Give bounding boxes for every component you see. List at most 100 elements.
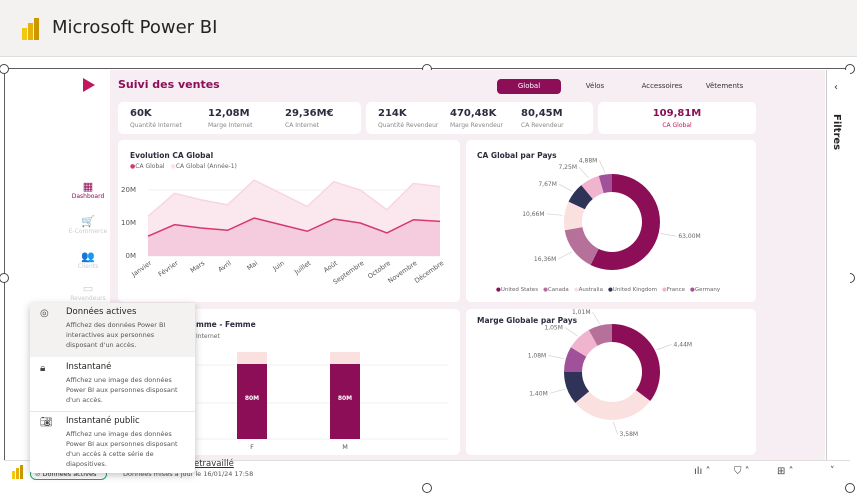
series-line (147, 217, 441, 237)
data-label: 16,36M (534, 256, 556, 263)
x-tick-label: Décembre (413, 259, 445, 285)
resize-handle[interactable] (422, 483, 432, 493)
chart-title: Evolution CA Global (130, 151, 214, 160)
x-tick-label: Juillet (292, 259, 313, 277)
report-link[interactable]: etravaillé (194, 459, 234, 469)
kpi-label: Marge Revendeur (450, 122, 504, 129)
donut-slice (598, 174, 612, 194)
menu-item-public-snapshot[interactable]: 📷︎ Instantané public Affichez une image … (30, 411, 195, 473)
kpi-label: CA Internet (285, 122, 320, 129)
tab-velos[interactable]: Vélos (585, 82, 605, 90)
leader-line (548, 355, 564, 359)
leader-line (599, 160, 606, 173)
leader-line (558, 251, 573, 260)
data-label: 4,88M (579, 158, 598, 165)
legend-item: ●CA Global (Année-1) (170, 163, 237, 170)
resize-handle[interactable] (845, 483, 855, 493)
series-line (147, 179, 441, 217)
nav-ecommerce[interactable]: 🛒 E-Commerce (66, 215, 110, 235)
donut-slice (568, 185, 593, 210)
kpi-global-card: 109,81M CA Global (598, 102, 756, 134)
chevron-left-icon[interactable]: ‹ (834, 82, 838, 93)
resize-handle[interactable] (0, 64, 9, 74)
filters-pane[interactable]: ‹ Filtres (826, 70, 850, 460)
data-label: 3,58M (620, 431, 639, 438)
add-visual-icon[interactable]: ⊞ ˄ (777, 466, 794, 477)
lock-icon: 🔒︎ (40, 363, 46, 374)
donut-slice (590, 174, 660, 270)
nav-dashboard[interactable]: ▦ Dashboard (66, 180, 110, 200)
bar-segment (237, 352, 267, 365)
y-tick-label: 20M (121, 186, 136, 194)
donut-slice (570, 329, 598, 357)
data-label: 10,66M (522, 211, 544, 218)
kpi-value: 12,08M (208, 108, 250, 119)
tab-vetements[interactable]: Vêtements (705, 82, 744, 90)
nav-revendeurs[interactable]: ▭ Revendeurs (66, 282, 110, 302)
leader-line (578, 166, 589, 179)
evolution-chart-card: Evolution CA Global ●CA Global ●CA Globa… (118, 140, 460, 302)
chart-icon[interactable]: ılı ˄ (694, 466, 711, 477)
data-label: 7,67M (538, 181, 557, 188)
data-label: 63,00M (678, 233, 700, 240)
donut-slice (612, 324, 660, 402)
x-tick-label: M (342, 443, 348, 451)
users-icon: 👥 (81, 250, 95, 263)
kpi-label: Marge Internet (208, 122, 253, 129)
chart-legend: ●United States ●Canada ●Australia ●United K… (496, 287, 720, 293)
x-tick-label: F (250, 443, 254, 451)
donut-slice (564, 372, 590, 403)
bar (237, 364, 267, 439)
x-tick-label: Mars (189, 259, 207, 275)
leader-line (558, 183, 573, 192)
chart-title: Marge Globale par Pays (477, 316, 578, 325)
leader-line (612, 421, 618, 435)
check-circle-icon: ◎ (40, 308, 49, 319)
x-tick-label: Mai (245, 259, 259, 272)
format-brush-icon[interactable]: ⛉ ˄ (734, 466, 750, 477)
data-label: 1,40M (529, 390, 548, 397)
chart-title: mme - Femme (196, 320, 256, 329)
bar (330, 364, 360, 439)
kpi-label: Quantité Internet (130, 122, 182, 129)
bar-segment (330, 352, 360, 365)
menu-item-live-data[interactable]: ◎ Données actives Affichez des données P… (30, 303, 195, 357)
donut-slice (588, 324, 612, 346)
donut-slice (564, 201, 585, 231)
power-bi-icon (12, 465, 23, 479)
tab-global[interactable]: Global (497, 79, 561, 94)
report-logo-icon (83, 78, 95, 92)
legend-item: ●United States (496, 287, 539, 293)
kpi-value: 214K (378, 108, 407, 119)
series-area (148, 218, 440, 256)
data-mode-menu: ◎ Données actives Affichez des données P… (30, 303, 195, 473)
tab-accessoires[interactable]: Accessoires (641, 82, 683, 90)
legend-item: ●Canada (543, 287, 569, 293)
kpi-value: 60K (130, 108, 152, 119)
chevron-down-icon[interactable]: ˅ (830, 466, 835, 476)
donut-slice (564, 227, 599, 265)
data-label: 1,05M (544, 324, 563, 331)
menu-item-snapshot[interactable]: 🔒︎ Instantané Affichez une image des don… (40, 362, 178, 404)
data-label: 4,44M (674, 341, 693, 348)
cart-icon: 🛒 (81, 215, 95, 228)
bar-label: 80M (245, 395, 259, 402)
chart-legend: ●CA Global ●CA Global (Année-1) (130, 163, 237, 170)
legend-item: ●Germany (690, 287, 721, 293)
x-tick-label: Janvier (129, 259, 153, 279)
check-circle-icon: ⊘ (35, 470, 43, 478)
data-label: 1,01M (572, 309, 591, 316)
leader-line (592, 311, 600, 324)
resize-handle[interactable] (0, 273, 9, 283)
update-status: Données mises à jour le 16/01/24 17:58 (123, 470, 254, 478)
donut-slice (564, 347, 587, 372)
kpi-value: 109,81M (652, 108, 702, 119)
resize-handle[interactable] (845, 64, 855, 74)
bar-label: 80M (338, 395, 352, 402)
x-tick-label: Août (322, 259, 339, 274)
kpi-value: 29,36M€ (285, 108, 334, 119)
y-tick-label: 0M (126, 252, 137, 260)
nav-clients[interactable]: 👥 Clients (66, 250, 110, 270)
app-header: Microsoft Power BI (0, 0, 857, 57)
